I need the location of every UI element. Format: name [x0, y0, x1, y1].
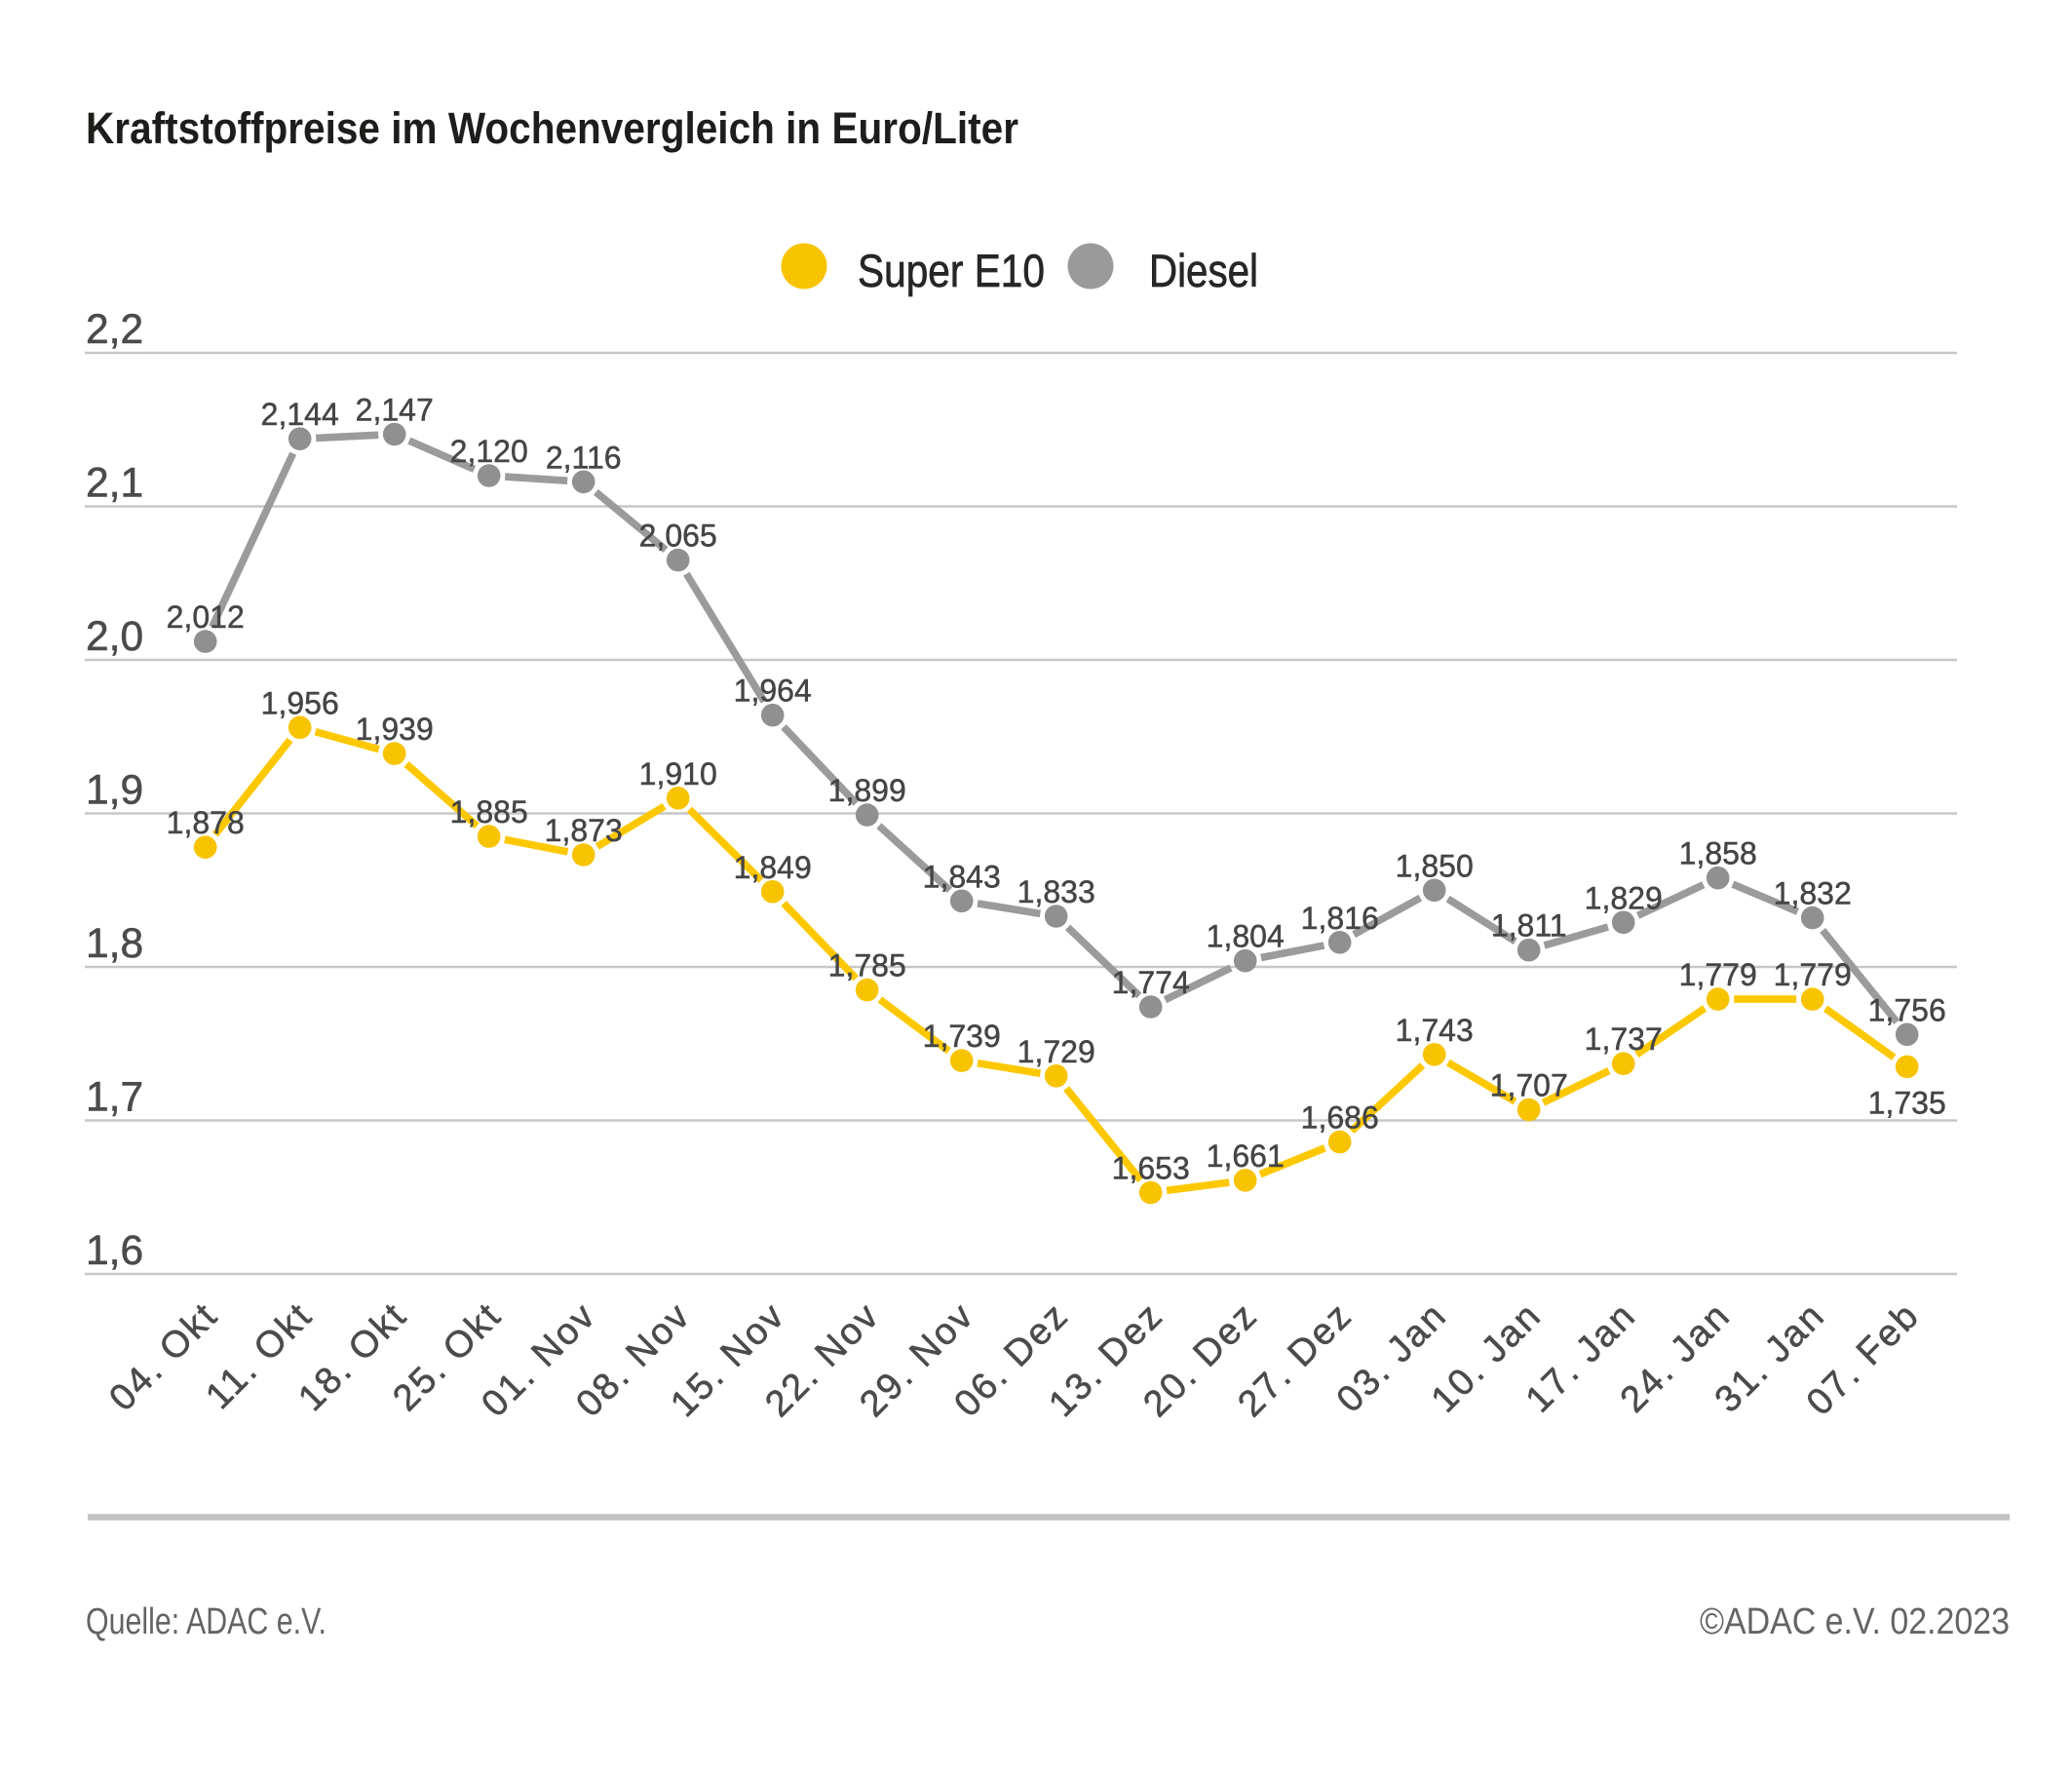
svg-text:1,729: 1,729 — [1017, 1034, 1095, 1069]
svg-text:Super E10: Super E10 — [858, 245, 1045, 296]
svg-text:2,116: 2,116 — [546, 440, 622, 475]
svg-text:1,850: 1,850 — [1396, 848, 1474, 883]
svg-text:1,939: 1,939 — [356, 712, 434, 747]
svg-text:1,804: 1,804 — [1207, 919, 1285, 954]
svg-text:1,964: 1,964 — [734, 674, 812, 709]
svg-text:2,120: 2,120 — [450, 434, 528, 469]
svg-text:1,833: 1,833 — [1017, 874, 1095, 909]
svg-text:2,012: 2,012 — [167, 599, 245, 635]
svg-text:1,756: 1,756 — [1868, 992, 1946, 1027]
svg-text:1,9: 1,9 — [86, 768, 143, 814]
svg-text:1,829: 1,829 — [1585, 880, 1663, 915]
svg-text:1,661: 1,661 — [1207, 1138, 1285, 1174]
svg-text:1,910: 1,910 — [639, 756, 717, 791]
svg-text:Kraftstoffpreise im Wochenverg: Kraftstoffpreise im Wochenvergleich in E… — [86, 103, 1018, 153]
svg-text:1,735: 1,735 — [1868, 1085, 1946, 1120]
svg-text:1,707: 1,707 — [1490, 1068, 1568, 1103]
svg-text:1,779: 1,779 — [1774, 957, 1852, 992]
svg-text:Quelle: ADAC e.V.: Quelle: ADAC e.V. — [86, 1601, 326, 1642]
svg-text:1,743: 1,743 — [1396, 1013, 1474, 1048]
svg-text:1,739: 1,739 — [923, 1019, 1001, 1054]
svg-text:1,737: 1,737 — [1585, 1021, 1663, 1057]
svg-text:2,2: 2,2 — [86, 307, 143, 353]
svg-text:1,858: 1,858 — [1679, 836, 1757, 871]
svg-text:1,899: 1,899 — [828, 773, 906, 808]
svg-text:1,873: 1,873 — [545, 813, 623, 848]
svg-text:1,878: 1,878 — [167, 805, 245, 840]
svg-text:2,144: 2,144 — [261, 397, 339, 432]
svg-text:1,832: 1,832 — [1774, 876, 1852, 911]
svg-text:1,785: 1,785 — [828, 948, 906, 983]
svg-text:2,065: 2,065 — [639, 519, 717, 554]
svg-text:2,147: 2,147 — [356, 393, 434, 428]
svg-text:1,843: 1,843 — [923, 859, 1001, 894]
svg-text:Diesel: Diesel — [1149, 245, 1258, 296]
svg-text:©ADAC e.V. 02.2023: ©ADAC e.V. 02.2023 — [1700, 1601, 2010, 1642]
svg-text:1,811: 1,811 — [1491, 908, 1567, 944]
svg-text:1,956: 1,956 — [261, 685, 339, 720]
svg-text:2,1: 2,1 — [86, 461, 143, 507]
svg-text:1,779: 1,779 — [1679, 957, 1757, 992]
svg-text:1,774: 1,774 — [1112, 965, 1190, 1000]
svg-text:1,885: 1,885 — [450, 794, 528, 829]
svg-text:1,8: 1,8 — [86, 921, 143, 967]
svg-text:1,849: 1,849 — [734, 850, 812, 885]
svg-text:1,6: 1,6 — [86, 1228, 143, 1274]
svg-text:2,0: 2,0 — [86, 614, 143, 660]
svg-text:1,653: 1,653 — [1112, 1151, 1190, 1186]
svg-text:1,816: 1,816 — [1301, 901, 1379, 936]
svg-text:1,7: 1,7 — [86, 1075, 143, 1121]
svg-text:1,686: 1,686 — [1301, 1100, 1379, 1136]
